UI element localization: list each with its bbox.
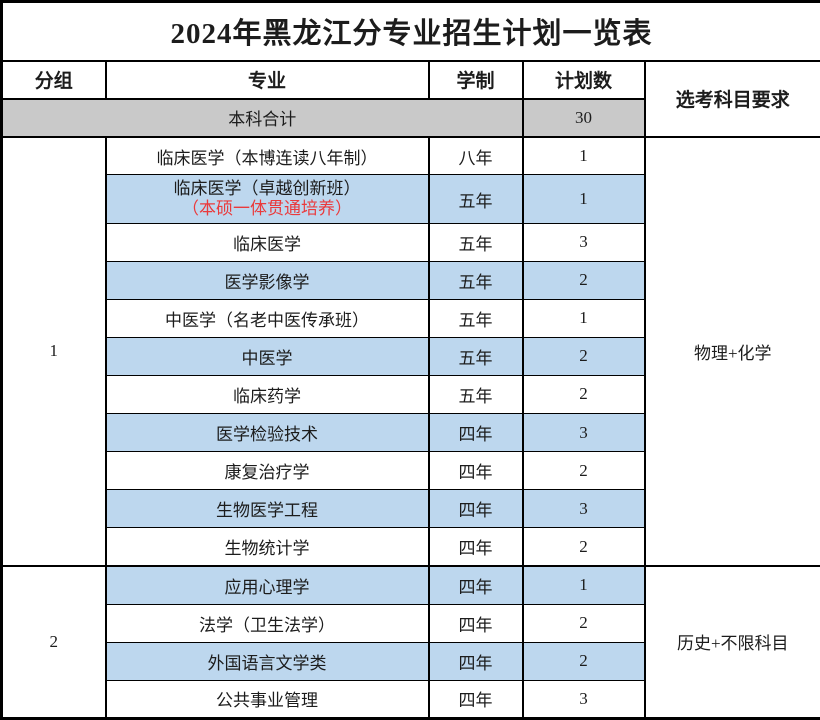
table-row: 医学影像学 五年 2 [2, 260, 820, 300]
major-cell: 医学检验技术 [104, 413, 429, 453]
count-cell: 2 [521, 374, 645, 415]
count-cell: 1 [521, 135, 645, 176]
table-row: 生物医学工程 四年 3 [2, 489, 820, 529]
major-cell: 中医学 [104, 336, 429, 376]
count-cell: 1 [521, 174, 645, 224]
table-row: 临床医学（卓越创新班） （本硕一体贯通培养） 五年 1 [2, 174, 820, 224]
duration-cell: 五年 [427, 222, 523, 262]
duration-cell: 四年 [427, 413, 523, 453]
table-row: 公共事业管理 四年 3 [2, 679, 820, 720]
count-cell: 1 [521, 298, 645, 338]
table-row: 法学（卫生法学） 四年 2 [2, 603, 820, 643]
major-cell: 中医学（名老中医传承班） [104, 298, 429, 338]
summary-count: 30 [521, 97, 645, 138]
table-row: 康复治疗学 四年 2 [2, 451, 820, 491]
count-cell: 1 [521, 564, 645, 605]
group-1-label: 1 [1, 135, 106, 567]
major-label: 临床医学（卓越创新班） [173, 179, 361, 199]
col-header-major: 专业 [104, 59, 429, 100]
group-1-requirement: 物理+化学 [643, 135, 820, 567]
table-row: 中医学（名老中医传承班） 五年 1 [2, 298, 820, 338]
major-cell: 生物医学工程 [104, 489, 429, 529]
table-row: 临床医学 五年 3 [2, 222, 820, 262]
duration-cell: 五年 [427, 298, 523, 338]
page-title: 2024年黑龙江分专业招生计划一览表 [0, 0, 820, 62]
major-cell: 临床医学（卓越创新班） （本硕一体贯通培养） [104, 174, 429, 224]
table-row: 2 应用心理学 四年 1 历史+不限科目 [1, 564, 820, 719]
table-row: 外国语言文学类 四年 2 [2, 641, 820, 681]
major-cell: 公共事业管理 [104, 679, 429, 720]
duration-cell: 四年 [427, 489, 523, 529]
duration-cell: 四年 [427, 451, 523, 491]
col-header-duration: 学制 [427, 59, 523, 100]
table-row: 中医学 五年 2 [2, 336, 820, 376]
table-row: 医学检验技术 四年 3 [2, 413, 820, 453]
count-cell: 2 [521, 641, 645, 681]
duration-cell: 四年 [427, 641, 523, 681]
duration-cell: 四年 [427, 527, 523, 567]
major-cell: 医学影像学 [104, 260, 429, 300]
col-header-requirement: 选考科目要求 [643, 59, 820, 138]
major-cell: 外国语言文学类 [104, 641, 429, 681]
count-cell: 2 [521, 603, 645, 643]
major-cell: 康复治疗学 [104, 451, 429, 491]
major-cell: 临床医学 [104, 222, 429, 262]
col-header-count: 计划数 [521, 59, 645, 100]
duration-cell: 八年 [427, 135, 523, 176]
group-2-requirement: 历史+不限科目 [643, 564, 820, 719]
duration-cell: 四年 [427, 679, 523, 720]
duration-cell: 五年 [427, 374, 523, 415]
count-cell: 3 [521, 679, 645, 720]
count-cell: 3 [521, 222, 645, 262]
count-cell: 3 [521, 413, 645, 453]
major-cell: 应用心理学 [104, 564, 429, 605]
major-cell: 临床医学（本博连读八年制） [104, 135, 429, 176]
count-cell: 2 [521, 260, 645, 300]
duration-cell: 四年 [427, 603, 523, 643]
header-row: 分组 专业 学制 计划数 选考科目要求 [1, 59, 820, 138]
duration-cell: 五年 [427, 260, 523, 300]
table-row: 1 临床医学（本博连读八年制） 八年 1 物理+化学 [1, 135, 820, 567]
group-2-label: 2 [1, 564, 106, 719]
table-row: 临床药学 五年 2 [2, 374, 820, 415]
duration-cell: 五年 [427, 174, 523, 224]
major-cell: 法学（卫生法学） [104, 603, 429, 643]
duration-cell: 五年 [427, 336, 523, 376]
count-cell: 2 [521, 527, 645, 567]
summary-row: 本科合计 30 [1, 97, 820, 138]
major-cell: 临床药学 [104, 374, 429, 415]
major-note: （本硕一体贯通培养） [182, 199, 352, 219]
summary-label: 本科合计 [1, 97, 523, 138]
count-cell: 3 [521, 489, 645, 529]
count-cell: 2 [521, 336, 645, 376]
duration-cell: 四年 [427, 564, 523, 605]
title-row: 2024年黑龙江分专业招生计划一览表 [0, 0, 820, 62]
major-cell: 生物统计学 [104, 527, 429, 567]
col-header-group: 分组 [1, 59, 106, 100]
count-cell: 2 [521, 451, 645, 491]
